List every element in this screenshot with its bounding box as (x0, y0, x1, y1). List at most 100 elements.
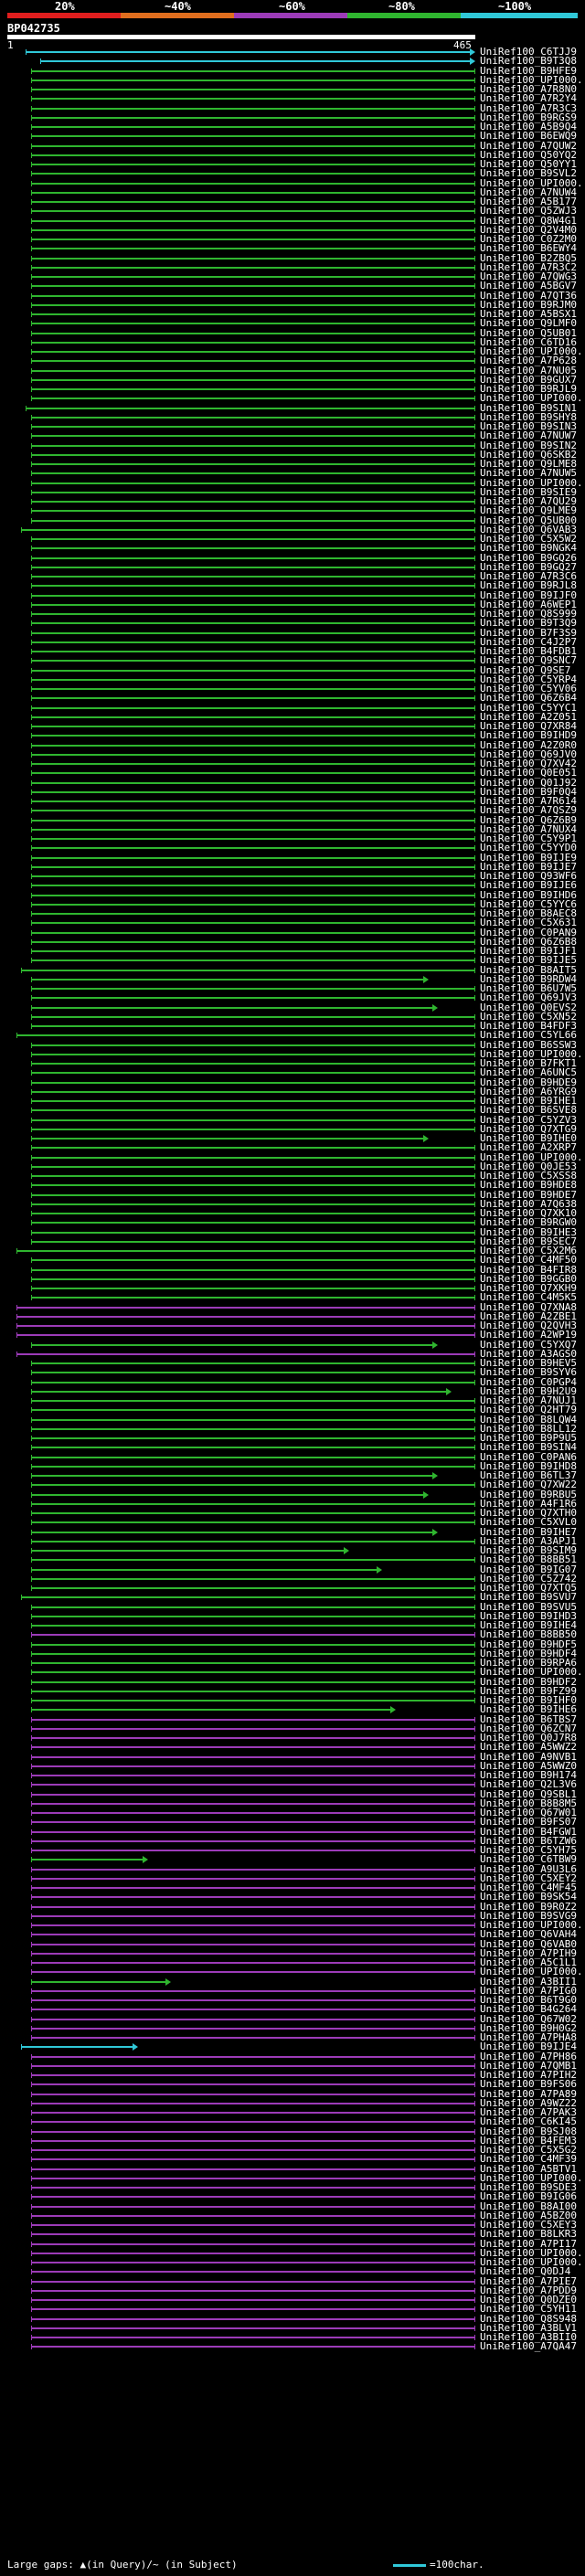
hit-row[interactable]: UniRef100_A5B177 (0, 196, 585, 207)
hit-label[interactable]: UniRef100_Q6SKB2 (480, 448, 577, 461)
hit-alignment-bar[interactable] (30, 622, 475, 625)
hit-alignment-bar[interactable] (30, 416, 475, 419)
hit-row[interactable]: UniRef100_UPI000... (0, 477, 585, 488)
hit-row[interactable]: UniRef100_Q7XK10 (0, 1208, 585, 1219)
hit-row[interactable]: UniRef100_B9IHD8 (0, 1460, 585, 1471)
hit-row[interactable]: UniRef100_B8BB51 (0, 1554, 585, 1565)
hit-label[interactable]: UniRef100_Q9SE7 (480, 663, 571, 676)
hit-alignment-bar[interactable] (30, 248, 475, 250)
hit-alignment-bar[interactable] (30, 547, 475, 550)
hit-label[interactable]: UniRef100_Q0DZE0 (480, 2294, 577, 2306)
hit-alignment-bar[interactable] (30, 1362, 475, 1364)
hit-row[interactable]: UniRef100_UPI000... (0, 2171, 585, 2184)
hit-alignment-bar[interactable] (30, 191, 475, 194)
hit-alignment-bar[interactable] (30, 1502, 475, 1505)
hit-row[interactable]: UniRef100_C5X2M6 (0, 1246, 585, 1256)
hit-row[interactable]: UniRef100_Q2L3V6 (0, 1779, 585, 1790)
hit-alignment-bar[interactable] (30, 2337, 475, 2338)
hit-row[interactable]: UniRef100_B9IJE5 (0, 955, 585, 966)
hit-alignment-bar[interactable] (30, 472, 475, 475)
hit-label[interactable]: UniRef100_B9IHE3 (480, 1225, 577, 1238)
hit-alignment-bar[interactable] (30, 1943, 475, 1945)
hit-row[interactable]: UniRef100_A7PIE7 (0, 2275, 585, 2286)
hit-alignment-bar[interactable] (30, 763, 475, 765)
hit-row[interactable]: UniRef100_B9SIN2 (0, 439, 585, 451)
hit-label[interactable]: UniRef100_A3AGS0 (480, 1347, 577, 1360)
hit-alignment-bar[interactable] (30, 369, 475, 372)
hit-row[interactable]: UniRef100_B9HFE9 (0, 65, 585, 76)
hit-row[interactable]: UniRef100_B9RJL8 (0, 580, 585, 591)
hit-row[interactable]: UniRef100_A7QWG3 (0, 271, 585, 282)
hit-label[interactable]: UniRef100_C5YRP4 (480, 673, 577, 685)
hit-label[interactable]: UniRef100_A3BII0 (480, 2331, 577, 2343)
hit-alignment-bar[interactable] (30, 2271, 475, 2274)
hit-alignment-bar[interactable] (30, 894, 475, 896)
hit-row[interactable]: UniRef100_B9HDE7 (0, 1189, 585, 1200)
hit-label[interactable]: UniRef100_C5XVL0 (480, 1516, 577, 1529)
hit-label[interactable]: UniRef100_B9SVL2 (480, 167, 577, 180)
hit-label[interactable]: UniRef100_A7R3C2 (480, 260, 577, 273)
hit-row[interactable]: UniRef100_Q0DZE0 (0, 2294, 585, 2306)
hit-alignment-bar[interactable] (30, 1465, 475, 1468)
hit-row[interactable]: UniRef100_B9IHD9 (0, 730, 585, 741)
hit-alignment-bar[interactable] (30, 2009, 475, 2011)
hit-row[interactable]: UniRef100_B9SHY8 (0, 411, 585, 422)
hit-row[interactable]: UniRef100_B6TL37 (0, 1470, 585, 1481)
hit-alignment-bar[interactable] (30, 1802, 475, 1805)
hit-row[interactable]: UniRef100_B8AI00 (0, 2200, 585, 2211)
hit-row[interactable]: UniRef100_C5X5W2 (0, 534, 585, 545)
hit-row[interactable]: UniRef100_Q69JV0 (0, 748, 585, 759)
hit-row[interactable]: UniRef100_A7NUX4 (0, 822, 585, 835)
hit-label[interactable]: UniRef100_A7NUX4 (480, 822, 577, 835)
hit-alignment-bar[interactable] (30, 164, 475, 165)
hit-row[interactable]: UniRef100_Q7XW22 (0, 1479, 585, 1490)
hit-row[interactable]: UniRef100_B9SYV6 (0, 1367, 585, 1378)
hit-label[interactable]: UniRef100_Q01J92 (480, 776, 577, 789)
hit-label[interactable]: UniRef100_B9SIE9 (480, 485, 577, 498)
hit-row[interactable]: UniRef100_A7NUW5 (0, 468, 585, 479)
hit-label[interactable]: UniRef100_C0Z2M0 (480, 233, 577, 245)
hit-label[interactable]: UniRef100_UPI000... (480, 392, 585, 405)
hit-alignment-bar[interactable] (30, 2121, 475, 2124)
hit-alignment-bar[interactable] (30, 2102, 475, 2104)
hit-row[interactable]: UniRef100_A3BLV1 (0, 2322, 585, 2333)
hit-label[interactable]: UniRef100_B2ZBQ5 (480, 251, 577, 264)
hit-row[interactable]: UniRef100_A7QT36 (0, 289, 585, 302)
hit-label[interactable]: UniRef100_Q7XTG9 (480, 1122, 577, 1135)
hit-label[interactable]: UniRef100_B9IHE4 (480, 1619, 577, 1631)
hit-row[interactable]: UniRef100_Q7XV42 (0, 758, 585, 769)
hit-label[interactable]: UniRef100_A7PA89 (480, 2087, 577, 2100)
hit-row[interactable]: UniRef100_A3BII1 (0, 1976, 585, 1987)
hit-label[interactable]: UniRef100_B9SVU5 (480, 1600, 577, 1613)
hit-label[interactable]: UniRef100_A5B177 (480, 196, 577, 207)
hit-label[interactable]: UniRef100_UPI000... (480, 2171, 585, 2184)
hit-alignment-bar[interactable] (30, 641, 475, 643)
hit-alignment-bar[interactable] (26, 407, 475, 409)
hit-row[interactable]: UniRef100_UPI000... (0, 74, 585, 85)
hit-row[interactable]: UniRef100_Q0J7R8 (0, 1733, 585, 1744)
hit-label[interactable]: UniRef100_Q7XR84 (480, 720, 577, 732)
hit-alignment-bar[interactable] (30, 631, 475, 634)
hit-label[interactable]: UniRef100_A5BSX1 (480, 308, 577, 320)
hit-alignment-bar[interactable] (30, 2018, 475, 2020)
hit-label[interactable]: UniRef100_B9SK54 (480, 1891, 577, 1903)
hit-label[interactable]: UniRef100_A7PI17 (480, 2237, 577, 2250)
hit-row[interactable]: UniRef100_B7F3S9 (0, 627, 585, 638)
hit-label[interactable]: UniRef100_Q2V4M0 (480, 223, 577, 236)
hit-alignment-bar[interactable] (30, 398, 475, 400)
hit-row[interactable]: UniRef100_B6T9G0 (0, 1995, 585, 2006)
hit-row[interactable]: UniRef100_A6UNC5 (0, 1067, 585, 1078)
hit-row[interactable]: UniRef100_B9IHE0 (0, 1133, 585, 1144)
hit-alignment-bar[interactable] (30, 603, 475, 606)
hit-row[interactable]: UniRef100_B9IJF1 (0, 946, 585, 957)
hit-row[interactable]: UniRef100_A5BSX1 (0, 308, 585, 320)
hit-alignment-bar[interactable] (30, 1839, 475, 1842)
hit-row[interactable]: UniRef100_B9HEV5 (0, 1358, 585, 1369)
hit-label[interactable]: UniRef100_B9SIN2 (480, 439, 577, 451)
hit-alignment-bar[interactable] (30, 303, 475, 306)
hit-alignment-bar[interactable] (30, 1156, 475, 1159)
hit-row[interactable]: UniRef100_B9SVU7 (0, 1592, 585, 1603)
hit-row[interactable]: UniRef100_C5YH11 (0, 2304, 585, 2315)
hit-label[interactable]: UniRef100_A7QT36 (480, 289, 577, 302)
hit-alignment-bar[interactable] (30, 688, 475, 690)
